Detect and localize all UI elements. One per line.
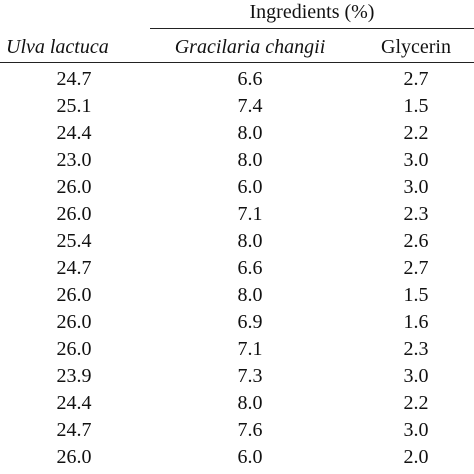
group-header-ingredients: Ingredients (%) xyxy=(249,1,375,23)
table-row: 24.7 6.6 2.7 xyxy=(0,255,474,282)
cell-ulva-lactuca: 24.7 xyxy=(56,257,92,279)
table-row: 26.0 6.0 3.0 xyxy=(0,174,474,201)
cell-gracilaria-changii: 6.6 xyxy=(237,257,263,279)
cell-glycerin: 2.0 xyxy=(403,446,429,468)
cell-glycerin: 2.3 xyxy=(403,203,429,225)
cell-gracilaria-changii: 8.0 xyxy=(237,392,263,414)
table-row: 24.7 7.6 3.0 xyxy=(0,417,474,444)
cell-glycerin: 2.2 xyxy=(403,122,429,144)
cell-glycerin: 1.6 xyxy=(403,311,429,333)
group-header-rule xyxy=(150,28,474,29)
table-row: 26.0 7.1 2.3 xyxy=(0,336,474,363)
cell-ulva-lactuca: 25.1 xyxy=(56,95,92,117)
cell-ulva-lactuca: 26.0 xyxy=(56,284,92,306)
cell-gracilaria-changii: 6.0 xyxy=(237,446,263,468)
cell-ulva-lactuca: 24.4 xyxy=(56,122,92,144)
table-row: 25.1 7.4 1.5 xyxy=(0,93,474,120)
cell-glycerin: 2.2 xyxy=(403,392,429,414)
column-header-gracilaria-changii: Gracilaria changii xyxy=(174,36,326,58)
table-body: 24.7 6.6 2.7 25.1 7.4 1.5 24.4 8.0 2.2 23.0 8.0 3.0… xyxy=(0,66,474,471)
cell-gracilaria-changii: 8.0 xyxy=(237,149,263,171)
table-row: 24.4 8.0 2.2 xyxy=(0,390,474,417)
cell-gracilaria-changii: 7.4 xyxy=(237,95,263,117)
cell-ulva-lactuca: 26.0 xyxy=(56,176,92,198)
column-header-ulva-lactuca: Ulva lactuca xyxy=(6,36,109,58)
table-row: 26.0 8.0 1.5 xyxy=(0,282,474,309)
cell-gracilaria-changii: 8.0 xyxy=(237,230,263,252)
cell-gracilaria-changii: 6.6 xyxy=(237,68,263,90)
column-header-row: Ulva lactuca Gracilaria changii Glycerin xyxy=(0,32,474,62)
column-header-glycerin: Glycerin xyxy=(381,36,451,58)
header-rule xyxy=(0,62,474,63)
table-row: 24.4 8.0 2.2 xyxy=(0,120,474,147)
cell-gracilaria-changii: 6.0 xyxy=(237,176,263,198)
cell-gracilaria-changii: 7.1 xyxy=(237,203,263,225)
cell-glycerin: 2.7 xyxy=(403,257,429,279)
cell-glycerin: 2.7 xyxy=(403,68,429,90)
table-row: 26.0 6.9 1.6 xyxy=(0,309,474,336)
cell-ulva-lactuca: 26.0 xyxy=(56,203,92,225)
cell-ulva-lactuca: 23.9 xyxy=(56,365,92,387)
cell-ulva-lactuca: 26.0 xyxy=(56,311,92,333)
cell-ulva-lactuca: 26.0 xyxy=(56,338,92,360)
table-row: 24.7 6.6 2.7 xyxy=(0,66,474,93)
cell-gracilaria-changii: 7.3 xyxy=(237,365,263,387)
table-row: 23.9 7.3 3.0 xyxy=(0,363,474,390)
cell-gracilaria-changii: 7.1 xyxy=(237,338,263,360)
cell-glycerin: 3.0 xyxy=(403,149,429,171)
cell-ulva-lactuca: 23.0 xyxy=(56,149,92,171)
cell-gracilaria-changii: 8.0 xyxy=(237,284,263,306)
table-row: 25.4 8.0 2.6 xyxy=(0,228,474,255)
cell-ulva-lactuca: 24.4 xyxy=(56,392,92,414)
cell-ulva-lactuca: 25.4 xyxy=(56,230,92,252)
cell-gracilaria-changii: 6.9 xyxy=(237,311,263,333)
cell-glycerin: 2.3 xyxy=(403,338,429,360)
table-row: 26.0 7.1 2.3 xyxy=(0,201,474,228)
cell-glycerin: 3.0 xyxy=(403,365,429,387)
cell-gracilaria-changii: 7.6 xyxy=(237,419,263,441)
cell-glycerin: 1.5 xyxy=(403,284,429,306)
cell-glycerin: 3.0 xyxy=(403,176,429,198)
cell-ulva-lactuca: 26.0 xyxy=(56,446,92,468)
cell-gracilaria-changii: 8.0 xyxy=(237,122,263,144)
cell-glycerin: 3.0 xyxy=(403,419,429,441)
table-row: 23.0 8.0 3.0 xyxy=(0,147,474,174)
cell-ulva-lactuca: 24.7 xyxy=(56,419,92,441)
table-row: 26.0 6.0 2.0 xyxy=(0,444,474,471)
cell-glycerin: 1.5 xyxy=(403,95,429,117)
cell-ulva-lactuca: 24.7 xyxy=(56,68,92,90)
cell-glycerin: 2.6 xyxy=(403,230,429,252)
